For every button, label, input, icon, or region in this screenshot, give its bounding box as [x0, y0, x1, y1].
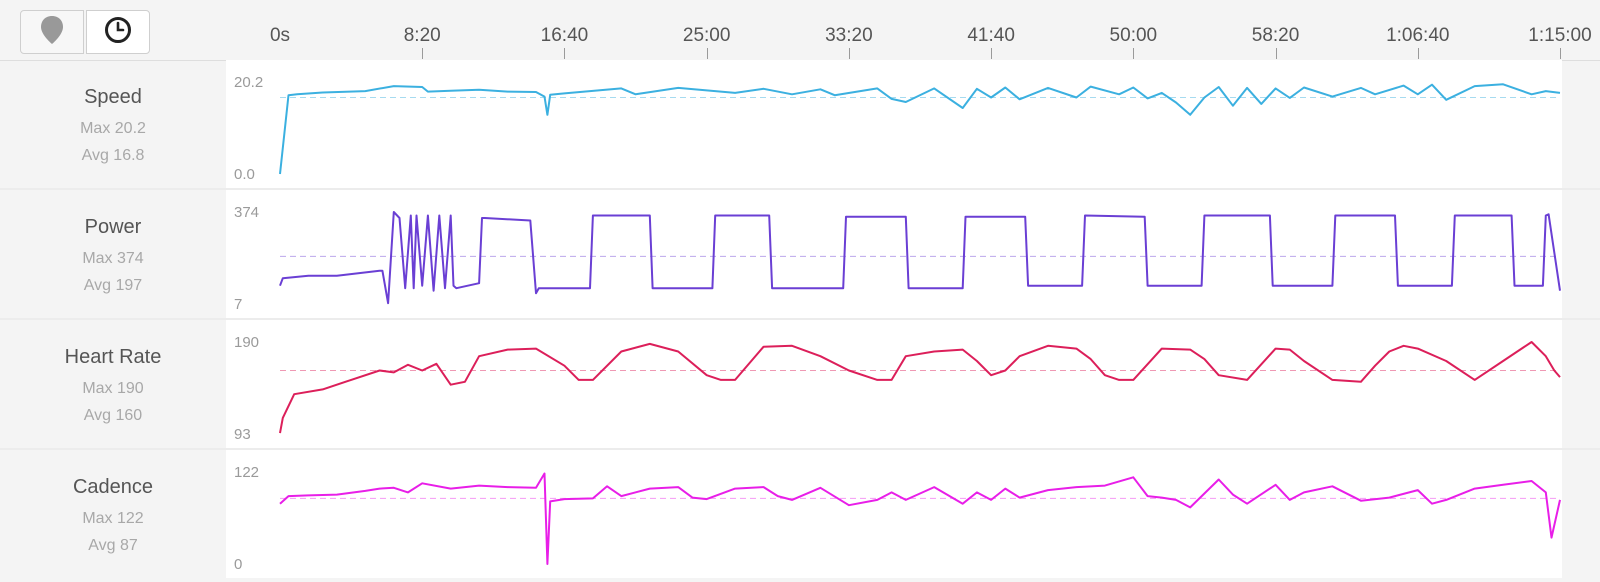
time-tick-label: 33:20: [825, 25, 873, 46]
power-label-panel: Power Max 374 Avg 197: [0, 190, 226, 318]
power-row: Power Max 374 Avg 197 374 7: [0, 190, 1600, 318]
speed-plot-area: [226, 60, 1562, 188]
power-y-max-label: 374: [234, 204, 260, 221]
series-line: [279, 83, 1561, 175]
cadence-avg: Avg 87: [88, 537, 138, 554]
cadence-y-max-label: 122: [234, 464, 260, 481]
series-line: [279, 341, 1561, 434]
heart-rate-row: Heart Rate Max 190 Avg 160 190 93: [0, 320, 1600, 448]
time-tick-label: 1:15:00: [1528, 25, 1592, 46]
time-tick-label: 8:20: [403, 25, 441, 46]
cadence-plot-area: [226, 450, 1562, 578]
row-divider: [0, 448, 1600, 450]
heart-rate-title: Heart Rate: [64, 346, 162, 368]
time-tick-mark: [991, 48, 993, 59]
power-chart: [279, 211, 1561, 305]
speed-max: Max 20.2: [80, 120, 146, 137]
time-tick-mark: [422, 48, 424, 59]
speed-title: Speed: [84, 86, 142, 108]
row-divider: [0, 318, 1600, 320]
timeline-header: 0s 8:20 16:40 25:00 33:20 41:40 50:00 58:20 1:06…: [0, 0, 1600, 61]
time-tick-mark: [1560, 48, 1561, 59]
map-pin-icon: [39, 15, 65, 50]
heart-rate-label-panel: Heart Rate Max 190 Avg 160: [0, 320, 226, 448]
map-view-button[interactable]: [20, 10, 84, 54]
power-max: Max 374: [82, 250, 144, 267]
time-tick-mark: [1275, 48, 1277, 59]
cadence-y-min-label: 0: [234, 556, 243, 573]
series-line: [279, 211, 1561, 305]
power-avg: Avg 197: [83, 277, 143, 294]
speed-y-max-label: 20.2: [234, 74, 264, 91]
time-tick-label: 25:00: [682, 25, 731, 46]
time-tick-label: 41:40: [967, 25, 1015, 46]
speed-chart: [279, 83, 1561, 175]
time-tick-label: 1:06:40: [1386, 25, 1450, 46]
speed-y-min-label: 0.0: [234, 166, 255, 183]
time-tick-mark: [1133, 48, 1135, 59]
cadence-chart: [279, 472, 1561, 565]
speed-avg: Avg 16.8: [81, 147, 145, 164]
time-tick-label: 0s: [269, 25, 291, 46]
time-tick-mark: [1417, 48, 1419, 59]
time-tick-label: 50:00: [1109, 25, 1158, 46]
speed-row: Speed Max 20.2 Avg 16.8 20.2 0.0: [0, 60, 1600, 188]
time-tick-label: 58:20: [1251, 25, 1300, 46]
row-divider: [0, 188, 1600, 190]
cadence-max: Max 122: [82, 510, 144, 527]
cadence-row: Cadence Max 122 Avg 87 122 0: [0, 450, 1600, 578]
heart-rate-max: Max 190: [82, 380, 144, 397]
time-tick-mark: [706, 48, 708, 59]
heart-rate-y-max-label: 190: [234, 334, 260, 351]
power-y-min-label: 7: [234, 296, 243, 313]
speed-label-panel: Speed Max 20.2 Avg 16.8: [0, 60, 226, 188]
heart-rate-avg: Avg 160: [83, 407, 143, 424]
time-tick-mark: [564, 48, 566, 59]
time-tick-label: 16:40: [540, 25, 589, 46]
heart-rate-chart: [279, 341, 1561, 434]
power-title: Power: [84, 216, 142, 238]
time-view-button[interactable]: [86, 10, 150, 54]
cadence-label-panel: Cadence Max 122 Avg 87: [0, 450, 226, 578]
time-tick-mark: [848, 48, 850, 59]
heart-rate-y-min-label: 93: [234, 426, 251, 443]
cadence-title: Cadence: [72, 476, 154, 498]
series-line: [279, 472, 1561, 565]
heart-rate-plot-area: [226, 320, 1562, 448]
clock-icon: [103, 15, 133, 50]
